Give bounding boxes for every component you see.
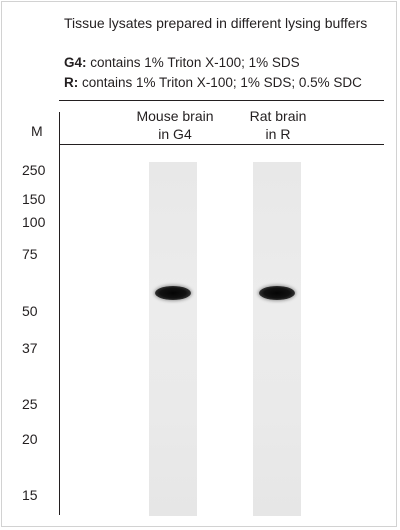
lane-label-line2: in G4 (158, 126, 192, 142)
lane-label-line1: Rat brain (249, 108, 307, 124)
buffer-desc-g4: contains 1% Triton X-100; 1% SDS (86, 55, 300, 70)
blot-lane-1 (149, 162, 197, 516)
marker-label-75: 75 (22, 246, 38, 262)
marker-label-37: 37 (22, 340, 38, 356)
protein-band (259, 286, 295, 300)
marker-label-50: 50 (22, 303, 38, 319)
marker-label-150: 150 (22, 191, 46, 207)
header-divider (59, 100, 384, 101)
buffer-note-g4: G4: contains 1% Triton X-100; 1% SDS (64, 56, 300, 70)
lane-label-line2: in R (265, 126, 291, 142)
blot-lane-2 (253, 162, 301, 516)
buffer-note-r: R: contains 1% Triton X-100; 1% SDS; 0.5… (64, 76, 362, 90)
marker-label-250: 250 (22, 162, 46, 178)
buffer-desc-r: contains 1% Triton X-100; 1% SDS; 0.5% S… (78, 75, 362, 90)
buffer-key-g4: G4: (64, 55, 87, 70)
figure-title: Tissue lysates prepared in different lys… (64, 15, 368, 31)
marker-label-25: 25 (22, 396, 38, 412)
protein-band (155, 286, 191, 300)
lane-label-line1: Mouse brain (136, 108, 214, 124)
marker-label-20: 20 (22, 431, 38, 447)
lane-label-rat-brain: Rat brain in R (238, 107, 318, 143)
marker-label-100: 100 (22, 214, 46, 230)
marker-divider (59, 112, 60, 515)
marker-column-label: M (31, 123, 43, 139)
lane-label-mouse-brain: Mouse brain in G4 (125, 107, 225, 143)
lane-header-divider (59, 144, 384, 145)
marker-label-15: 15 (22, 487, 38, 503)
buffer-key-r: R: (64, 75, 79, 90)
